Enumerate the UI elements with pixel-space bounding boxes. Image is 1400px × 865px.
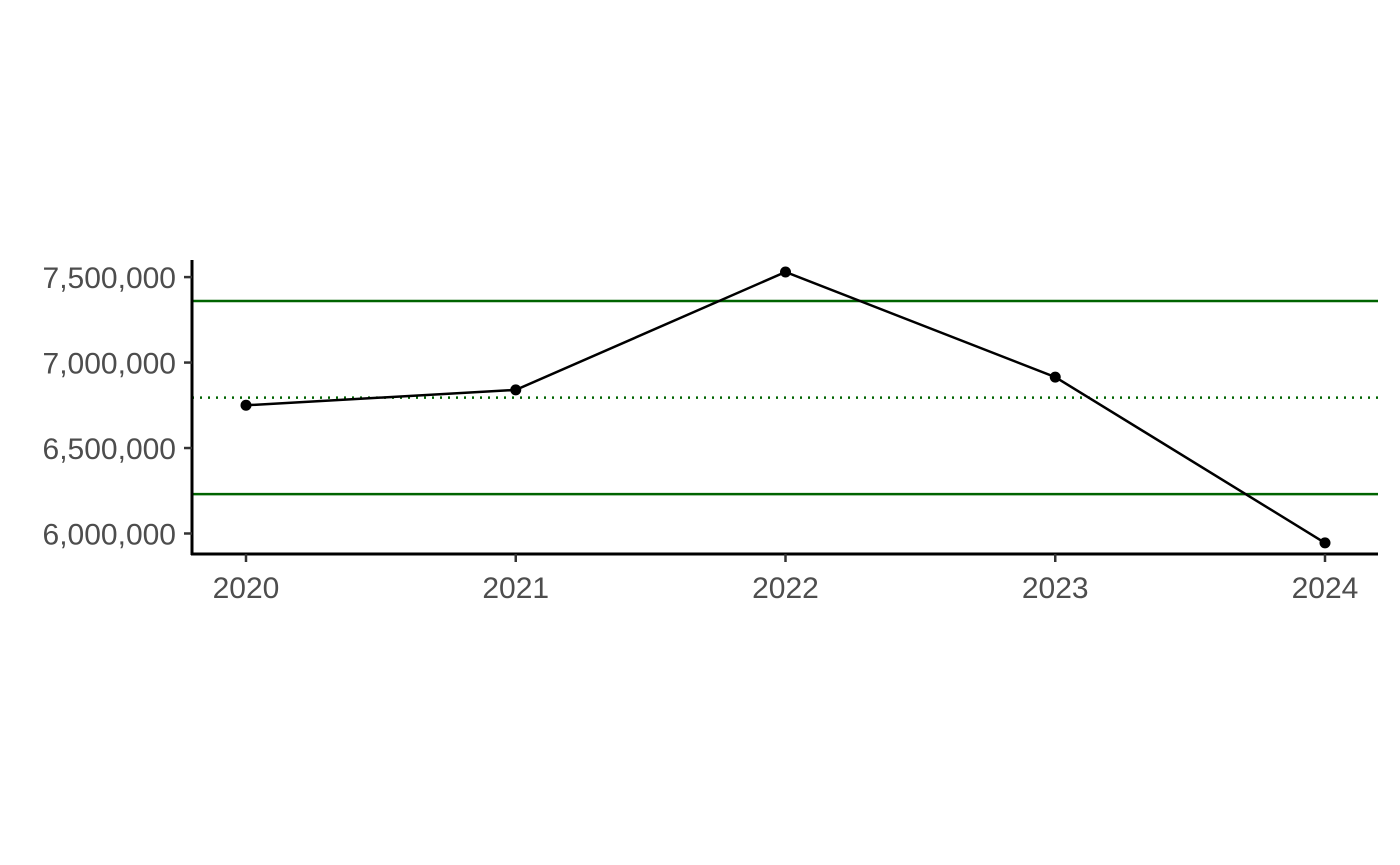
- data-point-2020: [240, 399, 252, 411]
- data-series: [240, 266, 1331, 549]
- x-tick-label: 2023: [1022, 572, 1089, 605]
- data-point-2021: [510, 384, 522, 396]
- data-point-2022: [780, 266, 791, 278]
- y-tick-label: 7,000,000: [43, 348, 176, 381]
- data-point-2024: [1319, 537, 1331, 549]
- y-tick-label: 6,000,000: [43, 518, 176, 551]
- x-tick-label: 2020: [213, 572, 280, 605]
- x-tick-label: 2021: [482, 572, 549, 605]
- series-line: [245, 270, 1326, 544]
- axes: 6,000,000 6,500,000 7,000,000 7,500,000 2020…: [43, 260, 1378, 605]
- y-tick-label: 6,500,000: [43, 433, 176, 466]
- x-tick-label: 2024: [1292, 572, 1359, 605]
- x-tick-label: 2022: [752, 572, 819, 605]
- reference-lines: [192, 299, 1378, 496]
- data-point-2023: [1049, 371, 1061, 383]
- y-tick-label: 7,500,000: [43, 262, 176, 295]
